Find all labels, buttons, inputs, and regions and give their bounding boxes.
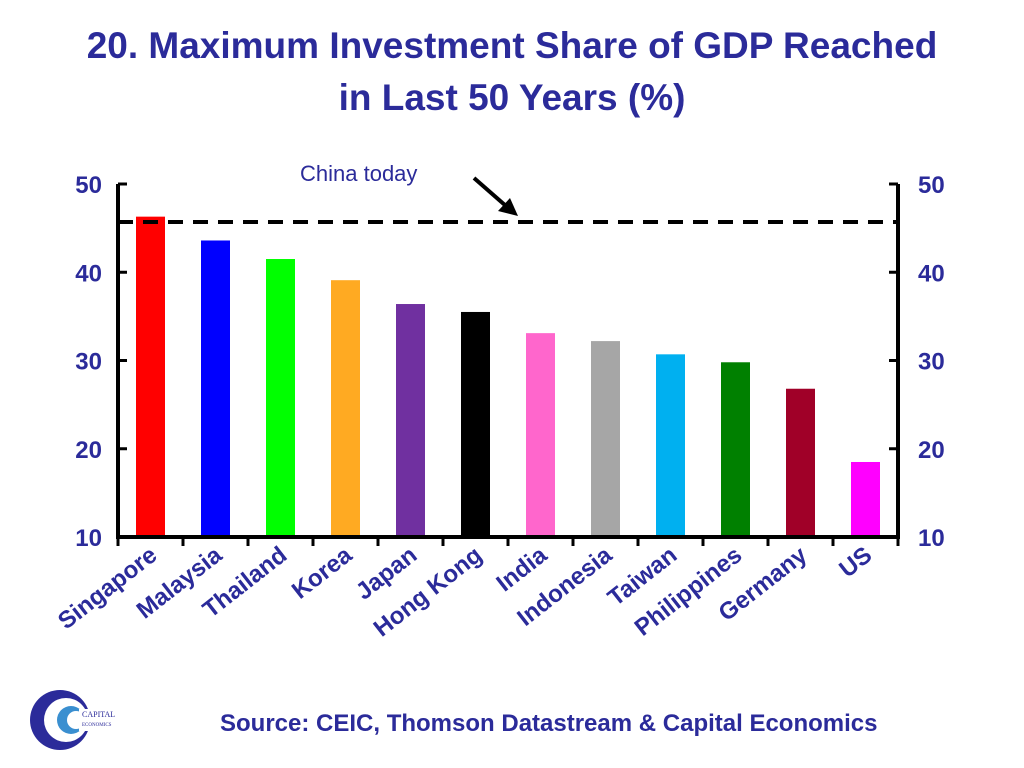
source-note: Source: CEIC, Thomson Datastream & Capit… — [220, 710, 878, 737]
bar-philippines — [721, 362, 750, 537]
y-tick-label-right-50: 50 — [918, 172, 945, 199]
logo-text-backdrop — [79, 709, 119, 731]
logo-text-line1: CAPITAL — [82, 710, 115, 719]
y-tick-label-left-10: 10 — [75, 525, 102, 552]
bar-thailand — [266, 259, 295, 537]
y-tick-label-right-10: 10 — [918, 525, 945, 552]
capital-economics-logo: CAPITAL ECONOMICS — [30, 690, 119, 750]
bar-us — [851, 461, 880, 537]
x-tick-label-us: US — [834, 541, 877, 583]
chart-title-line2: in Last 50 Years (%) — [338, 77, 686, 118]
bar-taiwan — [656, 354, 685, 537]
bar-japan — [396, 304, 425, 537]
bar-singapore — [136, 216, 165, 537]
china-today-label: China today — [300, 161, 417, 186]
y-tick-label-left-20: 20 — [75, 437, 102, 464]
bar-india — [526, 333, 555, 537]
y-tick-label-left-30: 30 — [75, 349, 102, 376]
y-tick-label-right-30: 30 — [918, 349, 945, 376]
bar-hong-kong — [461, 311, 490, 537]
bar-indonesia — [591, 341, 620, 537]
chart-title-line1: 20. Maximum Investment Share of GDP Reac… — [86, 25, 938, 66]
annotation-arrow-head — [498, 198, 518, 216]
annotation-arrow-shaft — [472, 176, 508, 208]
y-tick-label-right-20: 20 — [918, 437, 945, 464]
logo-text-line2: ECONOMICS — [82, 723, 112, 728]
y-tick-label-right-40: 40 — [918, 260, 945, 287]
y-tick-label-left-50: 50 — [75, 172, 102, 199]
chart-title: 20. Maximum Investment Share of GDP Reac… — [0, 20, 1024, 124]
x-tick-label-korea: Korea — [287, 541, 358, 605]
bar-malaysia — [201, 240, 230, 538]
bar-germany — [786, 388, 815, 537]
y-tick-label-left-40: 40 — [75, 260, 102, 287]
bar-korea — [331, 280, 360, 537]
